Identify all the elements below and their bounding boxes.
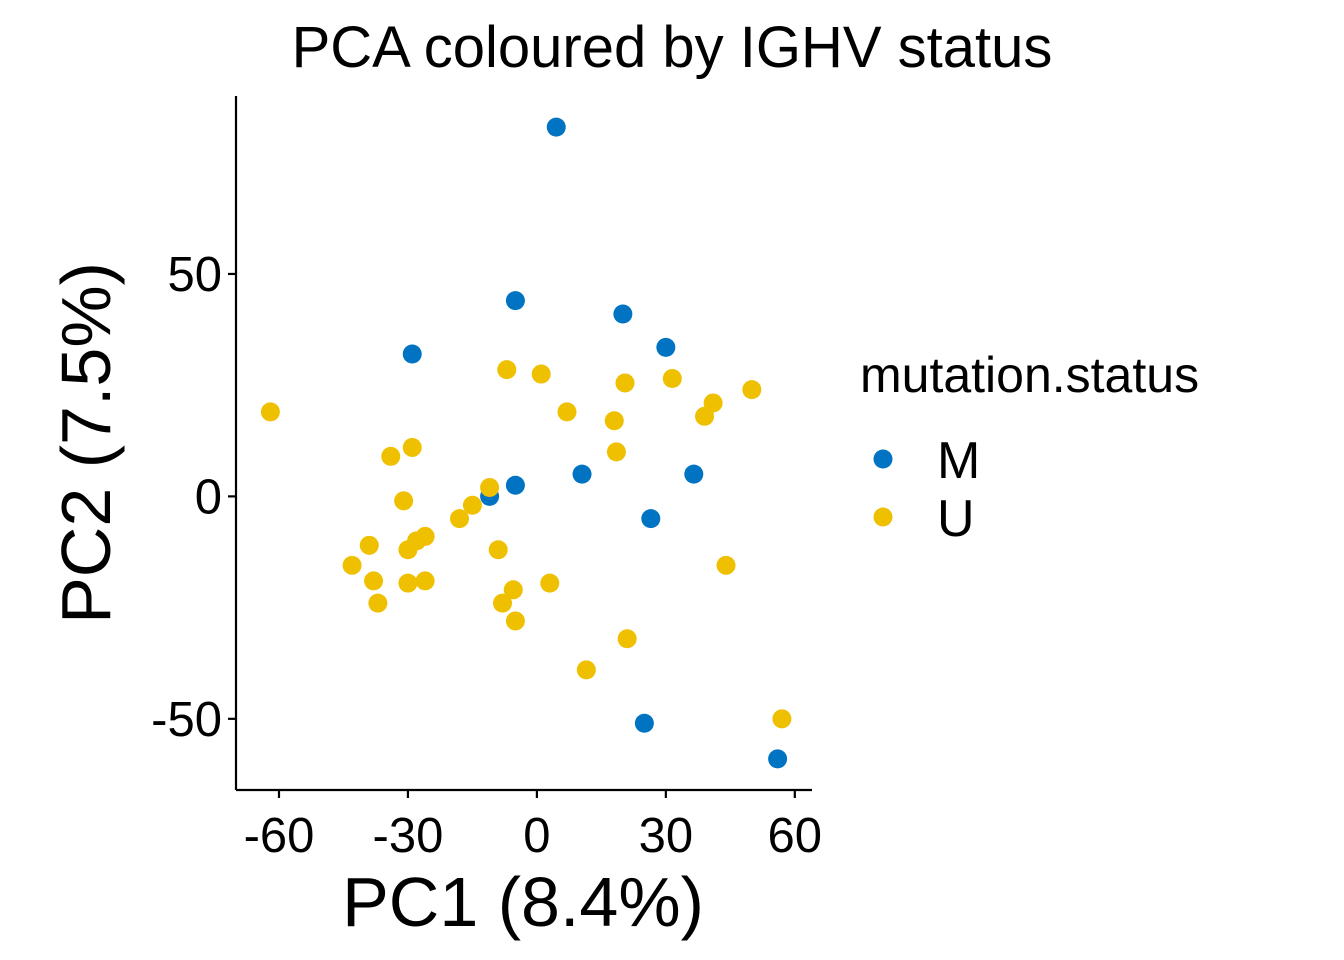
- legend-items: MU: [873, 432, 980, 548]
- data-point-u: [462, 495, 482, 515]
- x-tick-label: 0: [523, 809, 550, 863]
- y-tick-label: 0: [195, 470, 222, 524]
- data-point-m: [546, 117, 566, 137]
- data-point-u: [394, 491, 414, 511]
- legend-label-u: U: [937, 490, 975, 548]
- legend-title: mutation.status: [860, 347, 1199, 403]
- data-point-u: [617, 629, 637, 649]
- data-point-u: [615, 373, 635, 393]
- data-point-m: [505, 291, 525, 311]
- data-point-u: [450, 509, 470, 529]
- x-tick-label: -60: [244, 809, 315, 863]
- data-point-u: [359, 535, 379, 555]
- data-point-u: [488, 540, 508, 560]
- data-point-m: [768, 749, 788, 769]
- x-tick-label: -30: [373, 809, 444, 863]
- data-point-u: [398, 540, 418, 560]
- data-point-u: [716, 555, 736, 575]
- data-point-u: [493, 593, 513, 613]
- legend-key-m: [873, 449, 893, 469]
- data-point-u: [662, 368, 682, 388]
- y-axis-title: PC2 (7.5%): [47, 262, 125, 624]
- x-axis-ticks: -60 -30 0 30 60: [244, 790, 822, 863]
- legend: mutation.status MU: [860, 347, 1199, 548]
- plot-area: -60 -30 0 30 60 -50 0 50: [151, 96, 822, 863]
- legend-key-u: [873, 507, 893, 527]
- data-point-u: [557, 402, 577, 422]
- data-point-u: [364, 571, 384, 591]
- data-points: [260, 117, 792, 769]
- x-tick-label: 60: [768, 809, 823, 863]
- data-point-m: [634, 713, 654, 733]
- data-point-u: [497, 360, 517, 380]
- x-tick-label: 30: [639, 809, 694, 863]
- chart-title: PCA coloured by IGHV status: [292, 15, 1053, 80]
- data-point-u: [260, 402, 280, 422]
- data-point-u: [402, 437, 422, 457]
- data-point-m: [572, 464, 592, 484]
- y-tick-label: 50: [167, 248, 222, 302]
- data-point-m: [613, 304, 633, 324]
- data-point-u: [381, 446, 401, 466]
- data-point-u: [531, 364, 551, 384]
- y-tick-label: -50: [151, 693, 222, 747]
- data-point-u: [576, 660, 596, 680]
- data-point-m: [684, 464, 704, 484]
- data-point-m: [505, 475, 525, 495]
- data-point-u: [606, 442, 626, 462]
- x-axis-title: PC1 (8.4%): [342, 863, 704, 941]
- data-point-u: [342, 555, 362, 575]
- data-point-m: [641, 509, 661, 529]
- data-point-u: [398, 573, 418, 593]
- data-point-u: [505, 611, 525, 631]
- data-point-u: [540, 573, 560, 593]
- legend-label-m: M: [937, 432, 980, 490]
- data-point-m: [402, 344, 422, 364]
- data-point-u: [772, 709, 792, 729]
- data-point-u: [480, 477, 500, 497]
- data-point-u: [368, 593, 388, 613]
- data-point-u: [503, 580, 523, 600]
- y-axis-ticks: -50 0 50: [151, 248, 236, 747]
- data-point-u: [742, 380, 762, 400]
- data-point-u: [695, 406, 715, 426]
- data-point-u: [604, 411, 624, 431]
- data-point-u: [415, 571, 435, 591]
- data-point-m: [656, 337, 676, 357]
